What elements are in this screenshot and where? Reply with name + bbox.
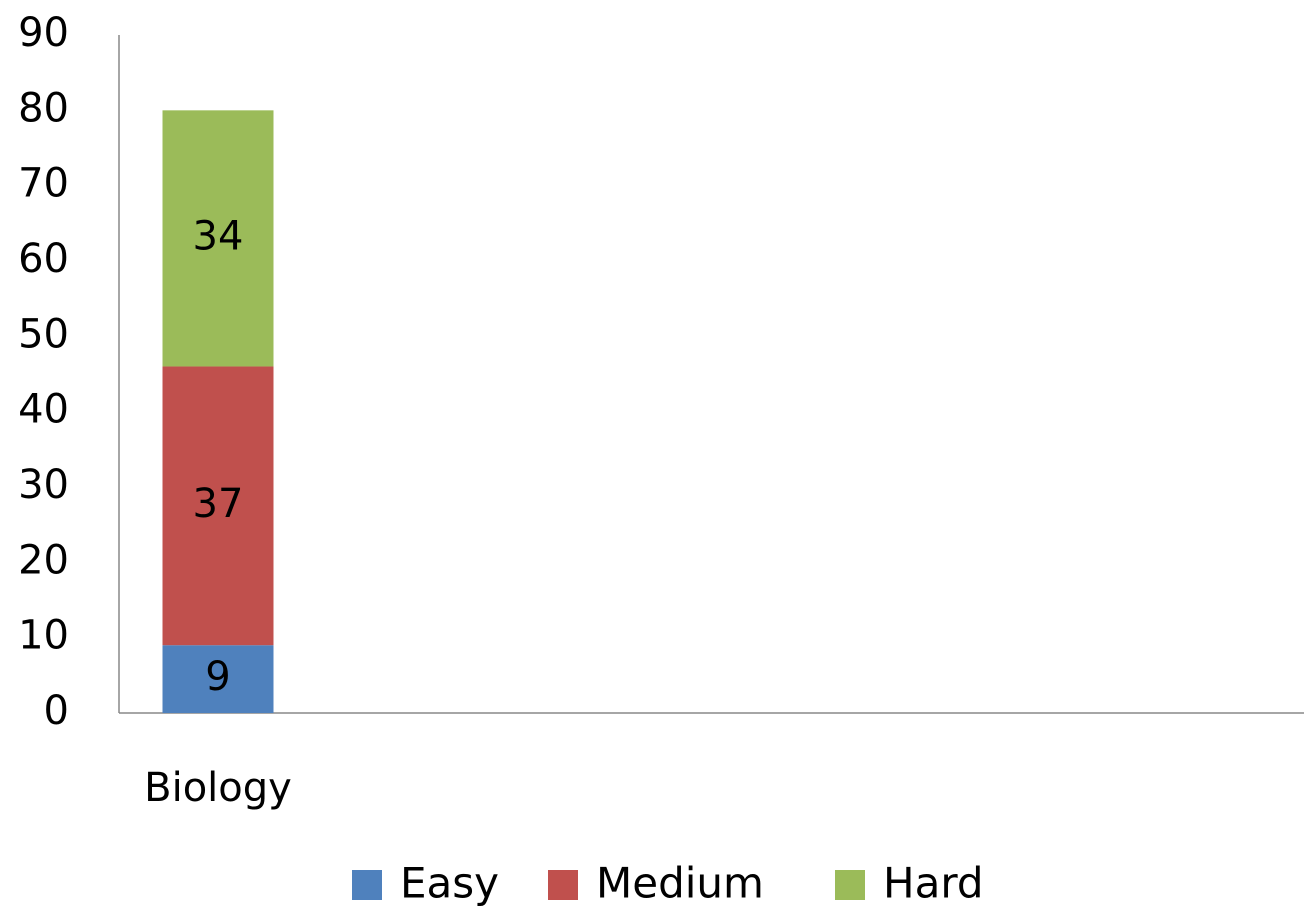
y-tick-label: 10 <box>18 613 69 659</box>
bar-segment <box>162 110 274 367</box>
legend-swatch <box>835 870 865 900</box>
data-label: 37 <box>193 481 244 527</box>
y-tick-label: 40 <box>18 387 69 433</box>
legend-label: Hard <box>883 859 984 908</box>
y-tick-label: 30 <box>18 462 69 508</box>
bar-segment <box>162 366 274 646</box>
bar-segment <box>162 645 274 713</box>
data-label: 9 <box>205 654 230 700</box>
y-tick-label: 90 <box>18 10 69 56</box>
y-tick-label: 50 <box>18 311 69 357</box>
y-tick-label: 70 <box>18 161 69 207</box>
legend-swatch <box>548 870 578 900</box>
y-tick-label: 0 <box>44 688 69 734</box>
legend-swatch <box>352 870 382 900</box>
data-label: 34 <box>193 213 244 259</box>
y-tick-label: 60 <box>18 236 69 282</box>
y-tick-label: 80 <box>18 85 69 131</box>
y-tick-label: 20 <box>18 537 69 583</box>
x-tick-label: Biology <box>144 765 292 811</box>
legend-label: Medium <box>596 859 764 908</box>
legend-label: Easy <box>400 859 499 908</box>
